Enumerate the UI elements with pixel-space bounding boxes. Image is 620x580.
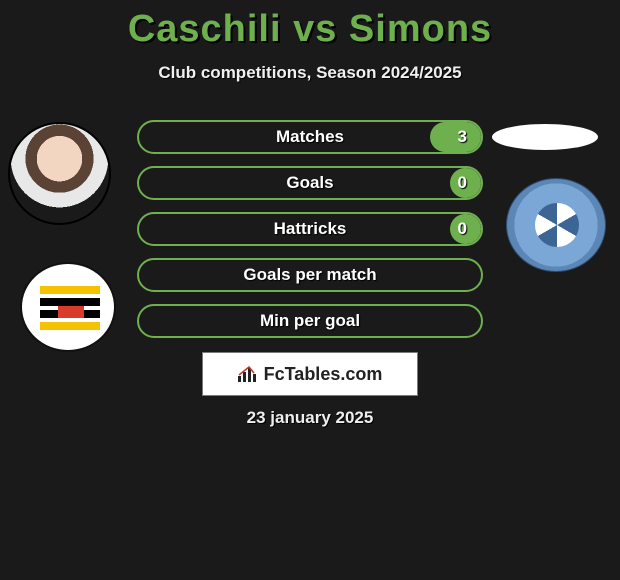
stat-label: Goals — [139, 168, 481, 198]
stat-label: Hattricks — [139, 214, 481, 244]
stat-bars: Matches 3 Goals 0 Hattricks 0 Goals per … — [137, 120, 483, 350]
stat-bar-goals: Goals 0 — [137, 166, 483, 200]
comparison-title: Caschili vs Simons — [0, 0, 620, 51]
brand-text: FcTables.com — [264, 364, 383, 385]
right-player-photo — [492, 124, 598, 150]
stat-bar-fill — [450, 214, 481, 244]
stat-bar-goals-per-match: Goals per match — [137, 258, 483, 292]
bar-chart-icon — [238, 366, 258, 382]
left-player-club-badge — [20, 262, 116, 352]
stat-label: Goals per match — [139, 260, 481, 290]
stat-bar-matches: Matches 3 — [137, 120, 483, 154]
stat-bar-hattricks: Hattricks 0 — [137, 212, 483, 246]
left-player-photo — [8, 122, 111, 225]
stat-bar-fill — [430, 122, 481, 152]
brand-badge[interactable]: FcTables.com — [202, 352, 418, 396]
stat-label: Min per goal — [139, 306, 481, 336]
snapshot-date: 23 january 2025 — [0, 408, 620, 428]
stat-bar-min-per-goal: Min per goal — [137, 304, 483, 338]
stat-bar-fill — [450, 168, 481, 198]
right-player-club-badge — [506, 178, 606, 272]
comparison-subtitle: Club competitions, Season 2024/2025 — [0, 63, 620, 83]
